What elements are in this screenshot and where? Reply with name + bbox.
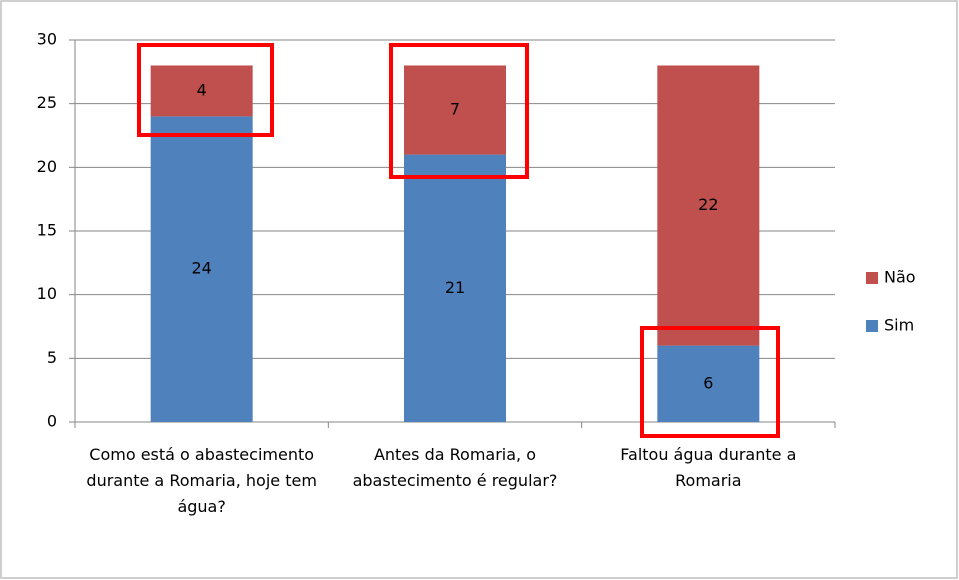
data-label: 21 bbox=[445, 278, 465, 297]
y-tick-label: 10 bbox=[37, 284, 57, 303]
legend-label: Sim bbox=[884, 316, 914, 335]
data-label: 24 bbox=[191, 259, 211, 278]
bar-segment bbox=[150, 116, 253, 423]
highlight-box bbox=[640, 326, 780, 438]
bar-segment bbox=[404, 154, 506, 422]
y-tick-label: 30 bbox=[37, 30, 57, 49]
bar-segment bbox=[150, 65, 253, 117]
y-tick-label: 5 bbox=[47, 348, 57, 367]
x-tick-label: Como está o abastecimento durante a Roma… bbox=[86, 445, 317, 516]
y-tick-label: 20 bbox=[37, 157, 57, 176]
data-label: 6 bbox=[703, 373, 713, 392]
y-tick-label: 0 bbox=[47, 412, 57, 431]
y-tick-label: 15 bbox=[37, 221, 57, 240]
bar-segment bbox=[657, 65, 760, 346]
x-tick-label: Faltou água durante a Romaria bbox=[620, 445, 797, 490]
legend-swatch bbox=[866, 272, 878, 284]
bar-segment bbox=[404, 65, 506, 155]
legend-label: Não bbox=[884, 268, 916, 287]
y-tick-label: 25 bbox=[37, 93, 57, 112]
x-tick-label: Antes da Romaria, o abastecimento é regu… bbox=[352, 445, 558, 490]
data-label: 4 bbox=[197, 80, 207, 99]
data-label: 7 bbox=[450, 100, 460, 119]
plot-area: 0 5 10 15 20 25 30 24 4 21 7 6 22 Não Sim bbox=[37, 30, 916, 431]
highlight-box bbox=[389, 43, 529, 179]
bar-segment bbox=[657, 345, 760, 422]
data-label: 22 bbox=[698, 195, 718, 214]
highlight-boxes bbox=[137, 43, 780, 438]
highlight-box bbox=[137, 43, 274, 137]
legend-swatch bbox=[866, 320, 878, 332]
